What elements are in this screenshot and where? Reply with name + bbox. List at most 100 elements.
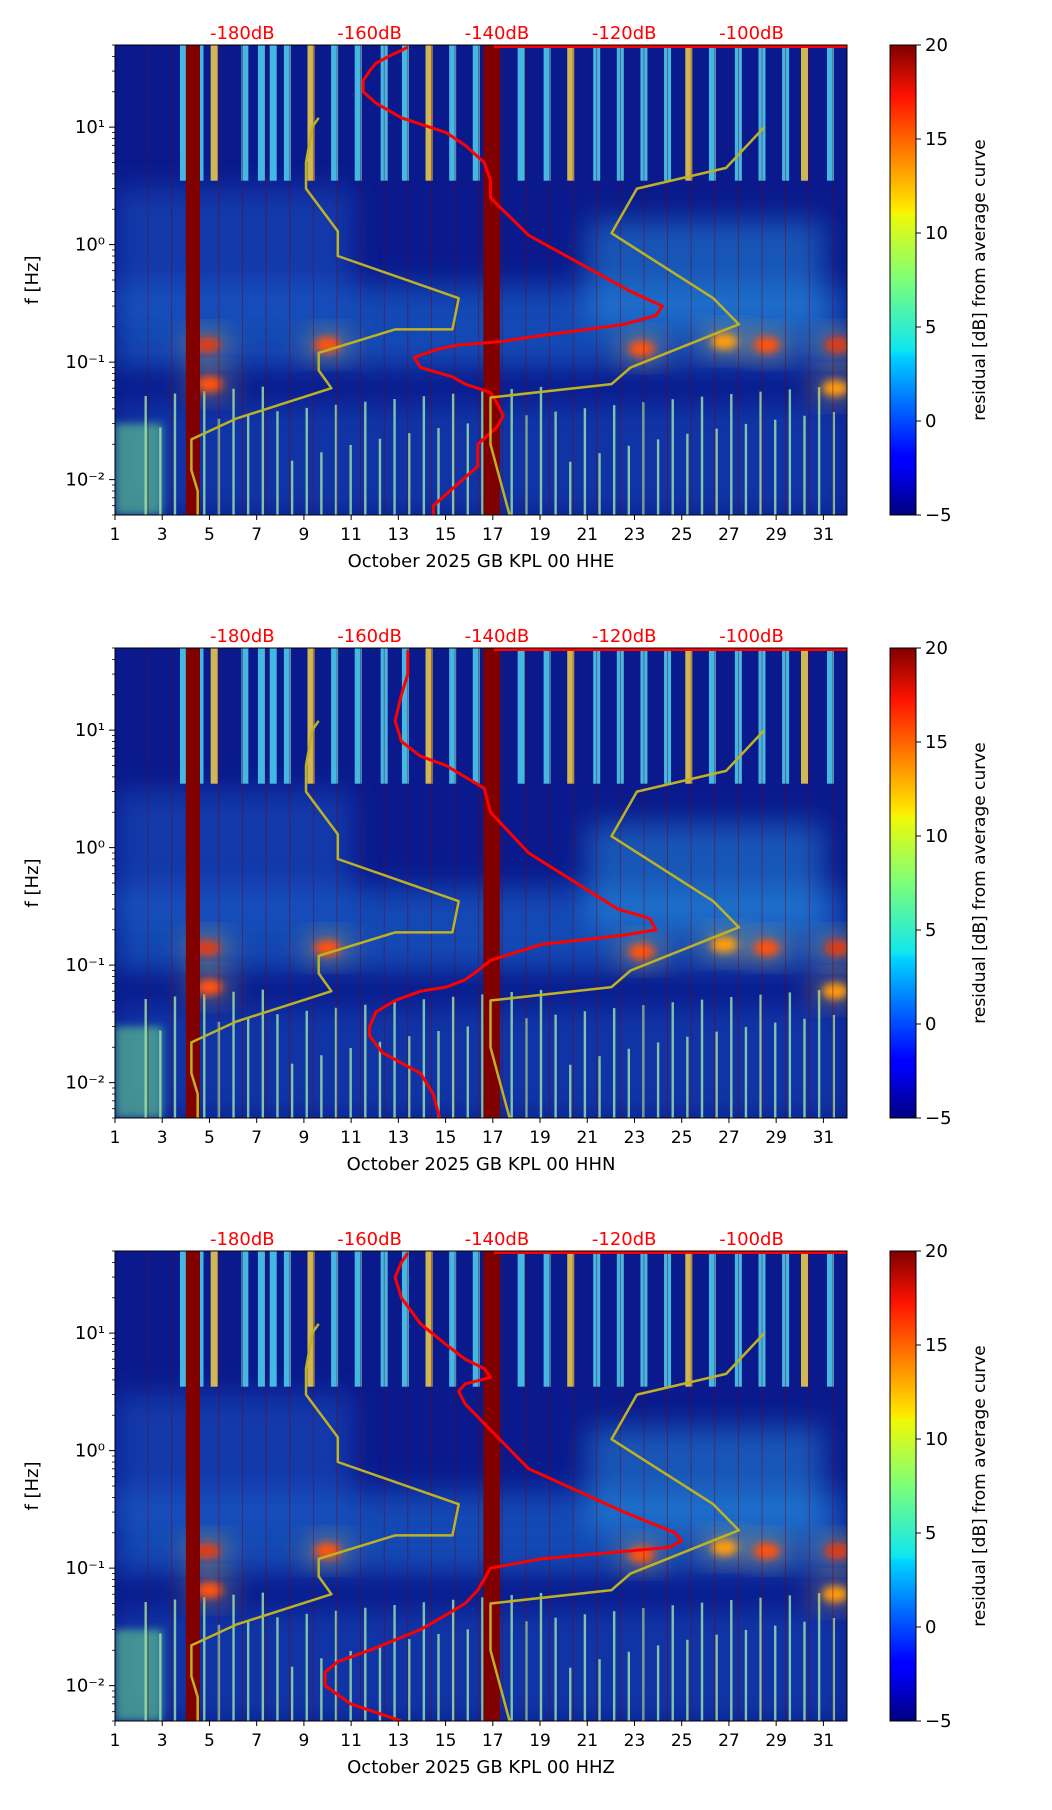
daily-noise-streak	[800, 1251, 808, 1387]
hotspot-halo	[813, 1537, 847, 1564]
daily-noise-streak	[826, 45, 834, 181]
daily-noise-streak	[210, 648, 218, 784]
colorbar-tick-label: 5	[925, 920, 936, 941]
colorbar-label: residual [dB] from average curve	[970, 1345, 990, 1626]
daily-noise-streak	[257, 1251, 265, 1387]
low-frequency-band	[115, 402, 847, 515]
colorbar-label: residual [dB] from average curve	[970, 742, 990, 1023]
x-tick-label: 23	[624, 1731, 646, 1751]
x-tick-label: 31	[813, 525, 835, 545]
daily-noise-streak	[517, 648, 525, 784]
x-tick-label: 31	[813, 1731, 835, 1751]
x-tick-label: 17	[482, 525, 504, 545]
y-axis-label: f [Hz]	[22, 858, 43, 907]
x-tick-label: 9	[298, 1128, 309, 1148]
daily-noise-streak	[307, 45, 315, 181]
colorbar-tick-label: 0	[925, 1617, 936, 1638]
top-db-label: -160dB	[337, 23, 402, 44]
hotspot-halo	[617, 1541, 666, 1568]
median-psd-curve	[368, 650, 658, 1118]
daily-noise-streak	[269, 648, 277, 784]
colorbar-tick-label: 0	[925, 1014, 936, 1035]
x-tick-label: 21	[576, 1128, 598, 1148]
daily-noise-streak	[257, 45, 265, 181]
x-tick-label: 15	[435, 1128, 457, 1148]
low-frequency-glow	[115, 1026, 163, 1118]
y-tick-label: 10⁻¹	[65, 352, 105, 373]
y-tick-label: 10¹	[75, 117, 105, 138]
y-tick-label: 10⁻²	[65, 470, 105, 491]
hotspot-halo	[742, 1537, 791, 1564]
x-tick-label: 13	[388, 1128, 410, 1148]
daily-noise-streak	[179, 45, 187, 181]
x-tick-label: 29	[765, 1128, 787, 1148]
daily-noise-streak	[708, 648, 716, 784]
hotspot-halo	[700, 328, 749, 355]
colorbar-tick-label: 10	[925, 826, 948, 847]
storm-band	[587, 823, 824, 930]
daily-noise-streak	[567, 45, 575, 181]
x-tick-label: 23	[624, 525, 646, 545]
daily-noise-streak	[210, 45, 218, 181]
low-frequency-glow	[115, 1629, 163, 1721]
hotspot-halo	[303, 934, 352, 961]
daily-noise-streak	[517, 1251, 525, 1387]
percentile-curve	[190, 1323, 460, 1721]
y-axis-label: f [Hz]	[22, 1461, 43, 1510]
top-db-label: -140dB	[465, 626, 530, 647]
hotspot-halo	[742, 934, 791, 961]
daily-noise-streak	[472, 648, 480, 784]
median-psd-curve	[361, 45, 664, 515]
low-frequency-glow	[115, 423, 163, 515]
daily-noise-streak	[241, 648, 249, 784]
early-band	[115, 188, 352, 316]
x-tick-label: 25	[671, 1731, 693, 1751]
daily-noise-streak	[449, 45, 457, 181]
x-tick-label: 5	[204, 525, 215, 545]
daily-noise-streak	[354, 45, 362, 181]
plot-area	[115, 648, 847, 1118]
colorbar-tick-label: 10	[925, 1429, 948, 1450]
percentile-curve	[190, 117, 460, 515]
top-db-label: -120dB	[592, 626, 657, 647]
daily-noise-streak	[401, 45, 409, 181]
colorbar	[889, 647, 917, 1119]
daily-noise-streak	[425, 45, 433, 181]
daily-noise-streak	[283, 648, 291, 784]
daily-noise-streak	[826, 1251, 834, 1387]
hotspot-halo	[811, 1581, 847, 1608]
colorbar-tick-label: −5	[925, 1108, 952, 1129]
top-db-label: -100dB	[719, 23, 784, 44]
x-tick-label: 9	[298, 1731, 309, 1751]
x-tick-label: 25	[671, 525, 693, 545]
hotspot-halo	[700, 931, 749, 958]
daily-noise-streak	[179, 1251, 187, 1387]
x-tick-label: 9	[298, 525, 309, 545]
y-tick-label: 10¹	[75, 720, 105, 741]
daily-noise-streak	[685, 1251, 693, 1387]
y-tick-label: 10⁻²	[65, 1073, 105, 1094]
data-gap-band	[185, 1251, 201, 1721]
top-db-label: -100dB	[719, 626, 784, 647]
x-tick-label: 17	[482, 1731, 504, 1751]
y-tick-label: 10⁰	[75, 235, 105, 256]
top-db-label: -180dB	[210, 626, 275, 647]
daily-noise-streak	[210, 1251, 218, 1387]
top-db-label: -180dB	[210, 1229, 275, 1250]
x-tick-label: 17	[482, 1128, 504, 1148]
colorbar-tick-label: 5	[925, 317, 936, 338]
daily-noise-streak	[472, 45, 480, 181]
x-tick-label: 3	[157, 1731, 168, 1751]
x-tick-label: 19	[529, 1128, 551, 1148]
x-tick-label: 13	[388, 1731, 410, 1751]
x-tick-label: 15	[435, 525, 457, 545]
x-tick-label: 21	[576, 525, 598, 545]
colorbar-tick-label: 20	[925, 638, 948, 659]
hotspot-halo	[617, 938, 666, 965]
x-tick-label: 11	[340, 1731, 362, 1751]
daily-noise-streak	[331, 1251, 339, 1387]
percentile-curve	[489, 1332, 766, 1721]
colorbar-label: residual [dB] from average curve	[970, 139, 990, 420]
